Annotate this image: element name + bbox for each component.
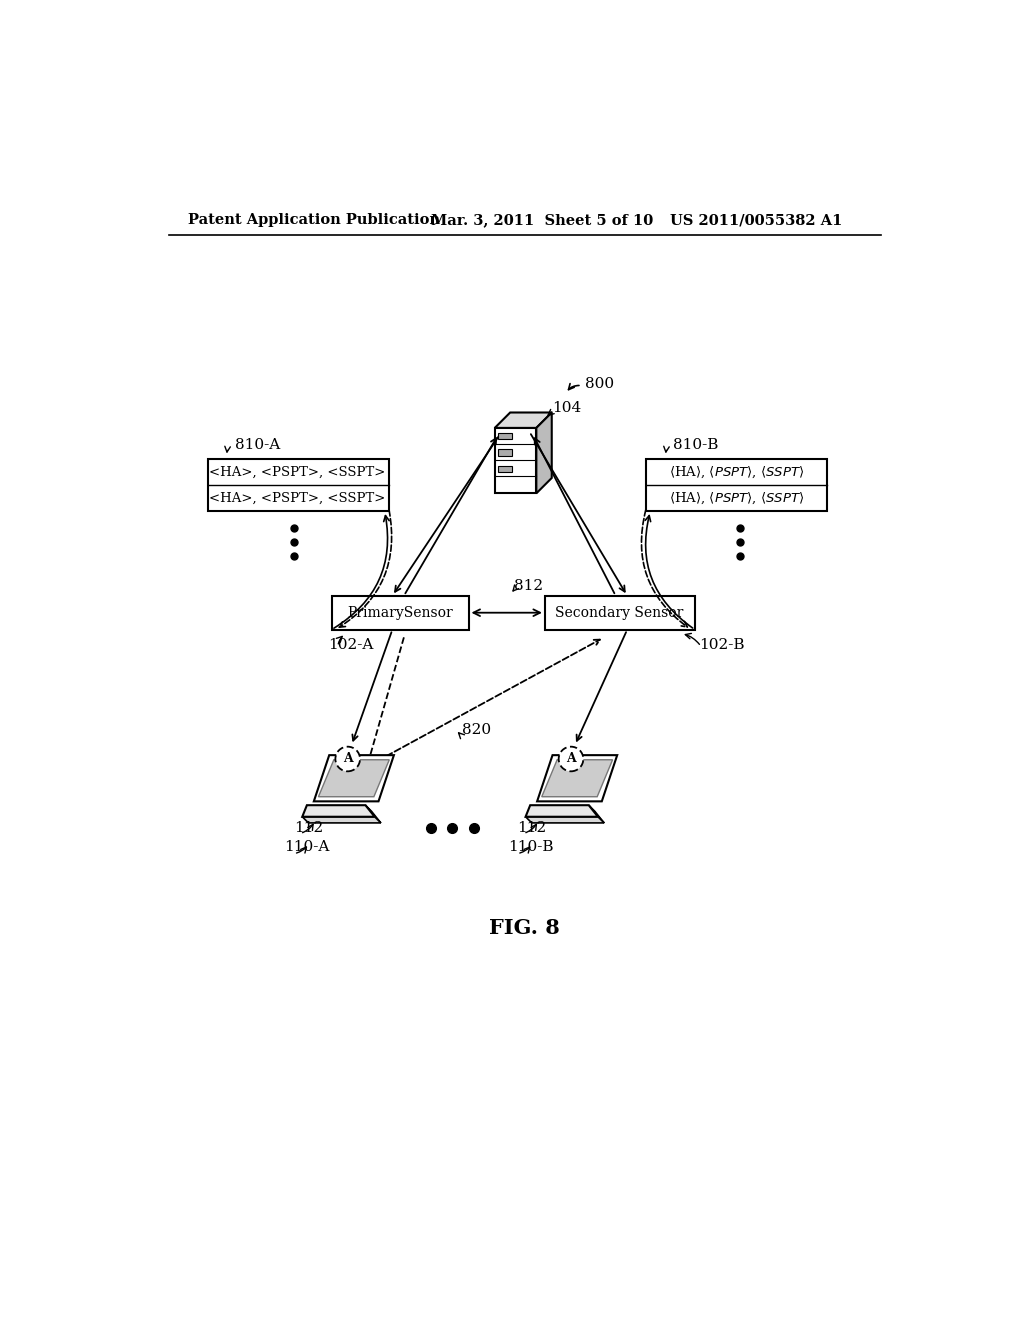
Text: 810-B: 810-B — [674, 438, 719, 451]
Text: A: A — [343, 752, 352, 766]
FancyBboxPatch shape — [208, 459, 388, 511]
Text: 102-A: 102-A — [328, 638, 373, 652]
Text: 112: 112 — [517, 821, 547, 836]
Polygon shape — [302, 805, 375, 817]
Text: 820: 820 — [462, 723, 490, 738]
Text: FIG. 8: FIG. 8 — [489, 919, 560, 939]
Text: <HA>, <PSPT>, <SSPT>: <HA>, <PSPT>, <SSPT> — [210, 491, 386, 504]
Polygon shape — [313, 755, 394, 801]
Polygon shape — [495, 412, 552, 428]
Text: <HA>, <PSPT>, <SSPT>: <HA>, <PSPT>, <SSPT> — [210, 465, 386, 478]
Text: A: A — [566, 752, 575, 766]
FancyBboxPatch shape — [646, 459, 827, 511]
Text: Secondary Sensor: Secondary Sensor — [555, 606, 684, 619]
Polygon shape — [318, 760, 389, 797]
Polygon shape — [495, 428, 537, 494]
Text: 102-B: 102-B — [698, 638, 744, 652]
Text: 812: 812 — [514, 578, 543, 593]
Text: Patent Application Publication: Patent Application Publication — [188, 213, 440, 227]
Polygon shape — [542, 760, 612, 797]
FancyBboxPatch shape — [332, 595, 469, 630]
Text: PrimarySensor: PrimarySensor — [347, 606, 453, 619]
Polygon shape — [589, 805, 604, 822]
Text: $\langle$HA$\rangle$, $\langle$$\it{PSPT}$$\rangle$, $\langle$$\it{SSPT}$$\rangl: $\langle$HA$\rangle$, $\langle$$\it{PSPT… — [669, 490, 804, 506]
Text: 104: 104 — [553, 401, 582, 416]
Polygon shape — [366, 805, 381, 822]
Circle shape — [559, 747, 584, 771]
Text: 110-B: 110-B — [508, 841, 553, 854]
Text: Mar. 3, 2011  Sheet 5 of 10: Mar. 3, 2011 Sheet 5 of 10 — [431, 213, 653, 227]
Polygon shape — [302, 817, 381, 822]
FancyBboxPatch shape — [498, 466, 512, 471]
Polygon shape — [525, 805, 598, 817]
FancyBboxPatch shape — [498, 433, 512, 440]
Polygon shape — [525, 817, 604, 822]
Circle shape — [336, 747, 360, 771]
Text: 112: 112 — [294, 821, 323, 836]
Text: 110-A: 110-A — [285, 841, 330, 854]
Polygon shape — [537, 412, 552, 494]
Text: US 2011/0055382 A1: US 2011/0055382 A1 — [670, 213, 842, 227]
Text: 810-A: 810-A — [234, 438, 280, 451]
FancyBboxPatch shape — [498, 449, 512, 455]
Text: $\langle$HA$\rangle$, $\langle$$\it{PSPT}$$\rangle$, $\langle$$\it{SSPT}$$\rangl: $\langle$HA$\rangle$, $\langle$$\it{PSPT… — [669, 465, 804, 479]
Text: 800: 800 — [585, 378, 614, 391]
Polygon shape — [538, 755, 617, 801]
FancyBboxPatch shape — [545, 595, 695, 630]
